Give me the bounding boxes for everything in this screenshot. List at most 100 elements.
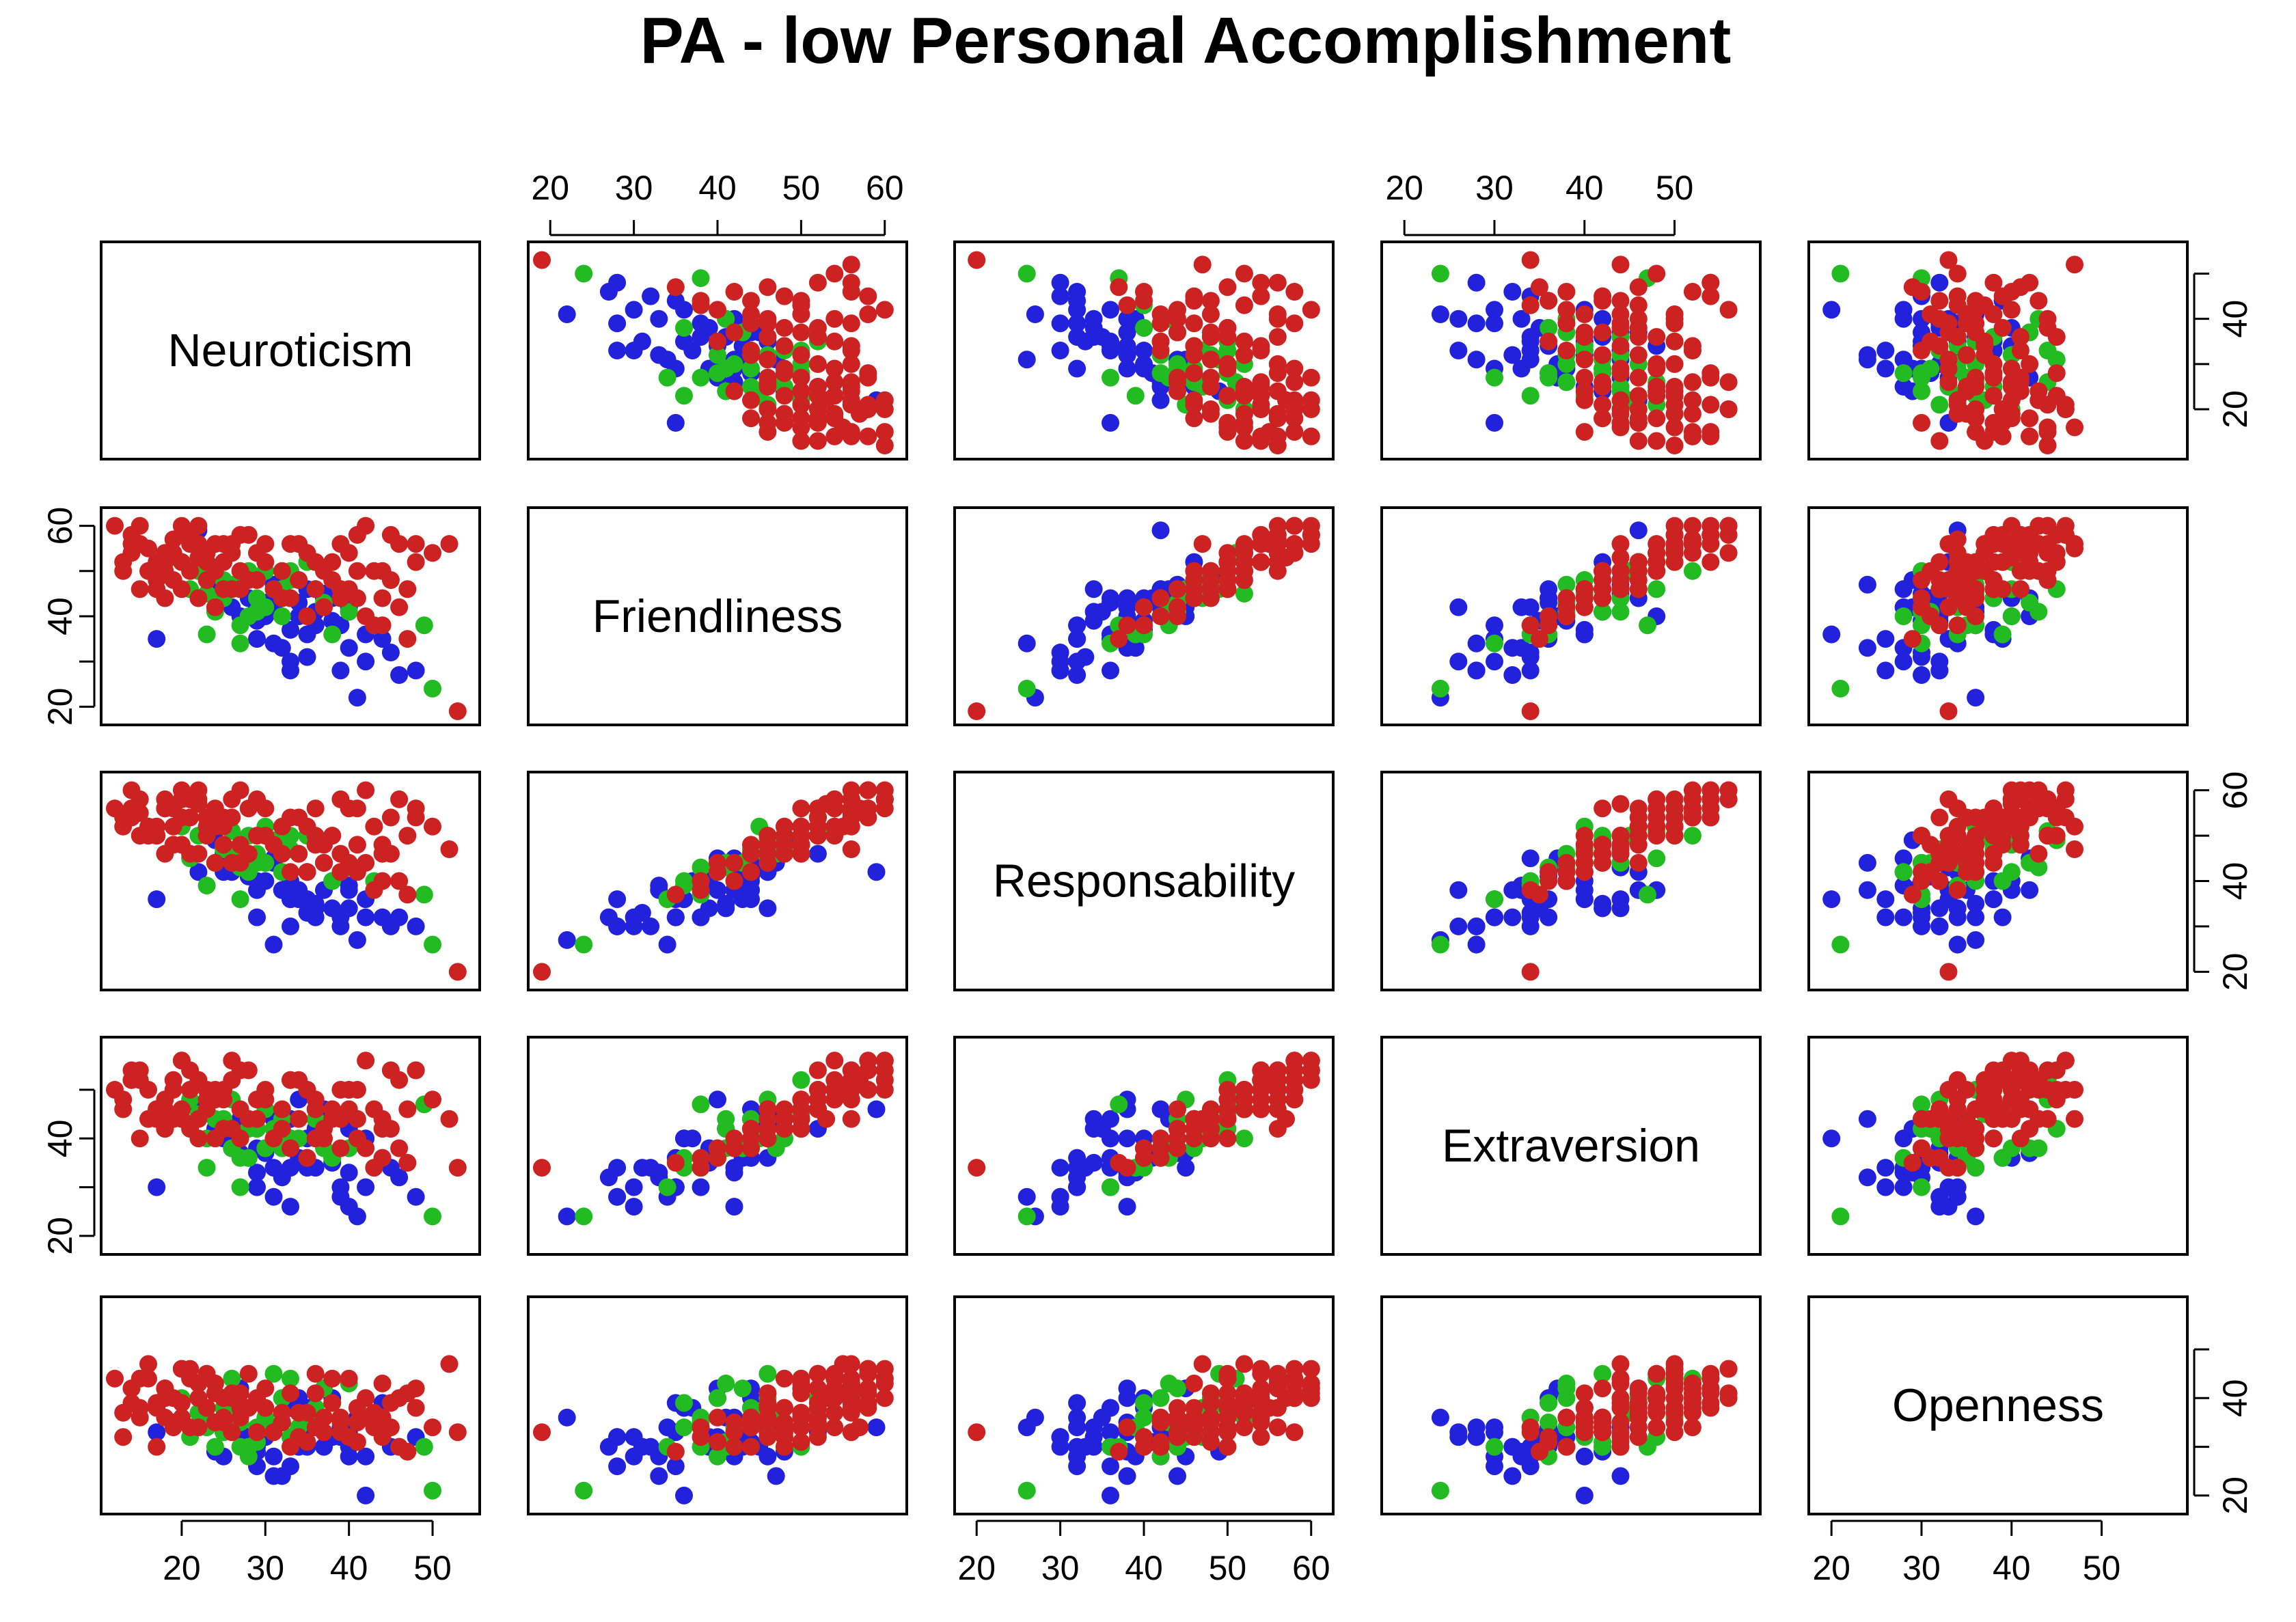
point-g2-61-r1c4 [2030, 517, 2048, 535]
point-g2-56-r0c4 [1957, 346, 1976, 364]
point-g2-92-r3c4 [2030, 1110, 2048, 1128]
point-g2-31-r4c1 [775, 1399, 793, 1417]
point-g2-62-r0c1 [533, 251, 551, 269]
point-g2-86-r0c3 [1648, 328, 1666, 346]
point-g2-77-r4c2 [1151, 1433, 1170, 1451]
point-g0-39-r4c2 [1068, 1408, 1086, 1427]
panel-Openness-Neuroticism [100, 1295, 481, 1515]
point-g2-73-r1c0 [315, 598, 333, 616]
point-g2-24-r0c1 [775, 404, 793, 423]
data-points [106, 251, 2083, 1504]
point-g2-15-r3c2 [1268, 1120, 1287, 1138]
point-g0-28-r4c1 [666, 1457, 685, 1476]
point-g2-18-r4c0 [131, 1408, 149, 1427]
point-g1-29-r0c2 [1218, 342, 1237, 359]
point-g2-55-r2c4 [2056, 781, 2075, 799]
point-g2-25-r1c0 [273, 562, 291, 580]
point-g2-51-r4c2 [1252, 1364, 1270, 1383]
point-g2-72-r2c1 [792, 817, 810, 836]
point-g0-26-r3c0 [340, 1164, 358, 1182]
point-g2-87-r4c2 [1118, 1418, 1136, 1437]
point-g2-93-r2c3 [1575, 863, 1594, 881]
point-g2-48-r3c2 [1285, 1051, 1304, 1070]
panel-Openness-Openness [1807, 1295, 2189, 1515]
point-g0-45-r3c0 [264, 1159, 283, 1177]
point-g2-12-r4c0 [114, 1428, 133, 1446]
point-g2-81-r0c2 [1218, 318, 1237, 337]
point-g2-53-r3c0 [122, 1071, 141, 1089]
point-g0-28-r3c0 [248, 1178, 266, 1196]
point-g2-89-r2c3 [1594, 836, 1612, 854]
point-g0-35-r0c1 [666, 413, 685, 432]
point-g1-29-r2c3 [1683, 827, 1702, 845]
point-g2-86-r3c2 [1268, 1090, 1287, 1109]
point-g2-55-r4c0 [172, 1360, 191, 1378]
point-g2-37-r0c1 [859, 364, 877, 383]
point-g0-4-r0c2 [1051, 273, 1069, 292]
point-g2-80-r4c2 [1235, 1418, 1253, 1437]
point-g0-28-r0c4 [1876, 359, 1895, 378]
point-g2-41-r0c2 [1201, 368, 1220, 387]
point-g2-12-r0c4 [1930, 432, 1949, 450]
point-g0-32-r1c2 [1076, 648, 1095, 666]
point-g2-57-r3c0 [215, 1090, 233, 1109]
point-g2-79-r0c4 [1967, 292, 1985, 310]
point-g2-93-r0c2 [1151, 305, 1170, 323]
point-g2-90-r3c4 [2011, 1100, 2030, 1118]
point-g1-4-r1c2 [1235, 584, 1253, 603]
point-g2-92-r4c2 [1185, 1374, 1203, 1392]
point-g2-77-r3c2 [1151, 1149, 1170, 1167]
point-g0-32-r0c1 [633, 332, 651, 350]
point-g0-13-r4c2 [1068, 1394, 1086, 1412]
point-g1-14-r2c4 [1993, 872, 2012, 890]
point-g2-46-r0c3 [1665, 355, 1684, 373]
point-g2-63-r2c4 [2066, 840, 2083, 858]
point-g2-9-r4c0 [148, 1438, 166, 1456]
point-g2-71-r4c0 [282, 1438, 299, 1456]
point-g2-55-r0c4 [2056, 400, 2075, 418]
point-g0-25-r2c3 [1449, 917, 1468, 935]
point-g2-61-r4c2 [1285, 1374, 1304, 1392]
panel-Neuroticism-Neuroticism [100, 240, 481, 461]
point-g0-14-r0c2 [1017, 350, 1036, 369]
point-g0-28-r2c3 [1486, 908, 1503, 926]
point-g2-83-r2c0 [390, 872, 409, 890]
point-g0-2-r2c1 [642, 917, 660, 935]
point-g1-19-r4c0 [424, 1481, 441, 1500]
point-g2-35-r0c2 [1201, 400, 1220, 418]
panel-Friendliness-Neuroticism [100, 506, 481, 726]
point-g2-59-r1c0 [348, 562, 366, 580]
point-g2-42-r0c3 [1702, 423, 1720, 441]
y-tick-label-Neuroticism-40: 40 [2216, 300, 2254, 338]
point-g2-83-r2c3 [1557, 872, 1576, 890]
point-g0-32-r1c3 [1521, 648, 1540, 666]
point-g2-20-r0c1 [742, 391, 760, 409]
axes: 20 30 40 50 20 30 40 50 60 20 30 40 50 60 20 30 40 50 20 30… [41, 169, 2254, 1587]
point-g2-90-r2c1 [758, 827, 777, 845]
point-g1-20-r4c1 [717, 1374, 735, 1392]
point-g2-62-r3c1 [533, 1159, 551, 1177]
point-g0-4-r3c0 [407, 1187, 425, 1206]
point-g1-19-r3c4 [1831, 1207, 1850, 1226]
x-tick-label-Friendliness-20: 20 [531, 169, 569, 207]
point-g0-5-r2c0 [390, 908, 409, 926]
point-g0-34-r3c2 [1102, 1129, 1119, 1148]
point-g0-2-r0c2 [1051, 287, 1069, 305]
point-g2-45-r2c0 [206, 853, 224, 872]
point-g0-37-r0c1 [650, 346, 668, 364]
point-g1-11-r2c1 [692, 858, 710, 877]
point-g0-28-r3c2 [1068, 1178, 1086, 1196]
point-g2-40-r0c1 [842, 391, 860, 409]
point-g2-90-r2c4 [2011, 827, 2030, 845]
point-g2-33-r2c0 [156, 844, 174, 863]
point-g2-88-r4c1 [859, 1394, 877, 1412]
point-g2-55-r3c4 [2056, 1051, 2075, 1070]
point-g2-15-r2c3 [1594, 799, 1612, 818]
point-g2-86-r1c3 [1648, 553, 1666, 571]
point-g2-70-r4c1 [825, 1369, 844, 1388]
point-g2-74-r2c0 [390, 790, 409, 808]
point-g2-77-r0c1 [709, 332, 726, 350]
point-g2-46-r3c0 [256, 1081, 275, 1099]
point-g2-75-r1c2 [1185, 580, 1203, 599]
point-g0-25-r0c3 [1449, 342, 1468, 359]
